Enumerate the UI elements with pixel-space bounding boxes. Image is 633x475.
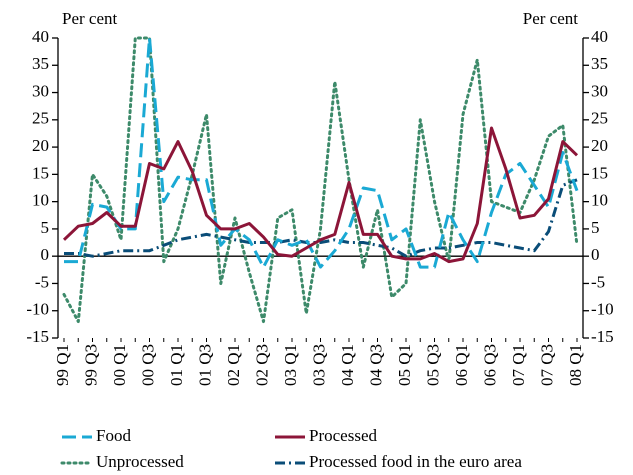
y2-tick-label: 40: [591, 27, 608, 46]
y-tick-label: -5: [35, 272, 49, 291]
y2-tick-label: 25: [591, 109, 608, 128]
series-line: [64, 36, 579, 269]
series-line: [64, 178, 578, 258]
y-tick-label: 0: [41, 245, 50, 264]
y2-tick-label: -10: [591, 300, 614, 319]
y2-tick-label: 35: [591, 54, 608, 73]
y-tick-label: 5: [41, 218, 50, 237]
x-tick-label: 00 Q1: [110, 344, 129, 386]
y2-tick-label: 15: [591, 163, 608, 182]
x-tick-label: 06 Q3: [480, 344, 499, 386]
y2-tick-label: -15: [591, 327, 614, 346]
y-tick-label: 35: [32, 54, 49, 73]
y-axis-label: Per cent: [62, 9, 118, 28]
x-tick-label: 03 Q3: [309, 344, 328, 386]
x-tick-label: 01 Q1: [167, 344, 186, 386]
y-tick-label: 15: [32, 163, 49, 182]
y2-tick-label: 5: [591, 218, 600, 237]
y-tick-label: 25: [32, 109, 49, 128]
y-tick-label: -10: [26, 300, 49, 319]
y2-tick-label: 30: [591, 81, 608, 100]
y2-tick-label: 20: [591, 136, 608, 155]
x-tick-label: 05 Q3: [423, 344, 442, 386]
series-line: [62, 36, 579, 324]
x-tick-label: 00 Q3: [138, 344, 157, 386]
x-tick-label: 99 Q1: [53, 344, 72, 386]
x-tick-label: 07 Q1: [509, 344, 528, 386]
y2-tick-label: 10: [591, 191, 608, 210]
legend-label: Processed food in the euro area: [309, 452, 522, 471]
x-tick-label: 04 Q1: [338, 344, 357, 386]
y-tick-label: 20: [32, 136, 49, 155]
y-tick-label: -15: [26, 327, 49, 346]
legend-label: Food: [96, 426, 131, 445]
x-tick-label: 02 Q3: [252, 344, 271, 386]
series-line: [62, 126, 579, 264]
y-tick-label: 30: [32, 81, 49, 100]
x-tick-label: 05 Q1: [395, 344, 414, 386]
x-tick-label: 07 Q3: [537, 344, 556, 386]
x-tick-label: 06 Q1: [452, 344, 471, 386]
y2-tick-label: -5: [591, 272, 605, 291]
x-tick-label: 03 Q1: [281, 344, 300, 386]
legend-label: Processed: [309, 426, 377, 445]
x-tick-label: 01 Q3: [195, 344, 214, 386]
y-tick-label: 40: [32, 27, 49, 46]
y2-tick-label: 0: [591, 245, 600, 264]
legend-label: Unprocessed: [96, 452, 184, 471]
x-tick-label: 99 Q3: [81, 344, 100, 386]
y-tick-label: 10: [32, 191, 49, 210]
x-tick-label: 02 Q1: [224, 344, 243, 386]
x-tick-label: 08 Q1: [566, 344, 585, 386]
y2-axis-label: Per cent: [523, 9, 579, 28]
x-tick-label: 04 Q3: [366, 344, 385, 386]
